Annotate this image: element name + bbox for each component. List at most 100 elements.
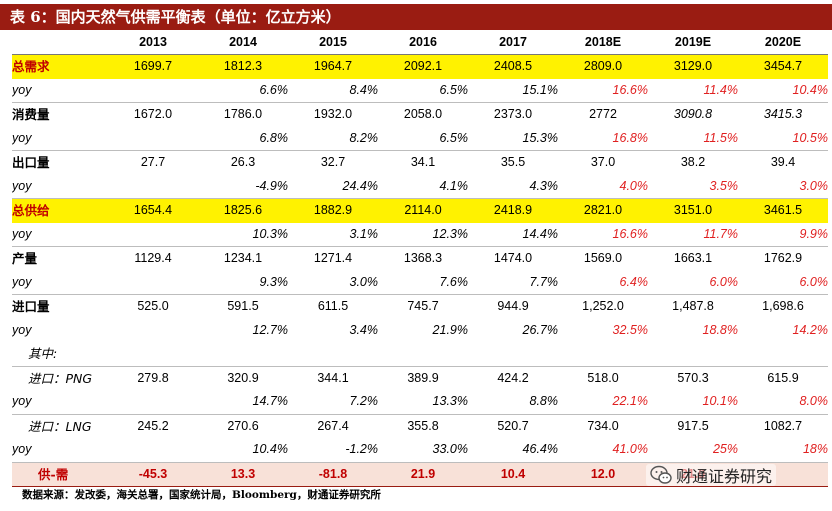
yoy-cell: 16.8% [612,130,648,145]
yoy-cell: 6.0% [709,274,739,289]
row-label: yoy [12,82,32,97]
table-row: 总需求 1699.7 1812.3 1964.7 2092.1 2408.5 2809.0 3… [12,54,828,79]
yoy-row: yoy 9.3% 3.0% 7.6% 7.7% 6.4% 6.0% 6.0% [12,271,828,295]
table-body: 总需求 1699.7 1812.3 1964.7 2092.1 2408.5 2809.0 3… [12,54,828,487]
value-cell: 1,698.6 [738,294,828,319]
value-cell: 1964.7 [288,54,378,79]
value-cell [378,342,468,366]
yoy-cell: 6.5% [439,130,469,145]
value-cell: 1082.7 [738,413,828,438]
value-cell: 1672.0 [108,102,198,127]
yoy-cell: 15.3% [522,130,558,145]
value-cell: 2821.0 [558,198,648,223]
yoy-cell: 33.0% [432,442,468,456]
value-cell: 3151.0 [648,198,738,223]
yoy-cell: 16.6% [612,226,648,241]
table-row: 进口：PNG 279.8 320.9 344.1 389.9 424.2 518.0 570.… [12,365,828,390]
yoy-cell [108,271,198,295]
yoy-cell: 18.8% [702,322,738,337]
yoy-cell: 8.4% [349,82,379,97]
value-cell: 525.0 [108,294,198,319]
value-cell: 2418.9 [468,198,558,223]
value-cell: 615.9 [738,365,828,390]
value-cell: 2772 [558,102,648,127]
row-label: 消费量 [12,102,108,127]
yoy-row: yoy -4.9% 24.4% 4.1% 4.3% 4.0% 3.5% 3.0% [12,175,828,199]
value-cell: 3129.0 [648,54,738,79]
yoy-cell: 14.7% [252,394,288,408]
yoy-cell: 10.1% [702,394,738,408]
row-label: yoy [12,178,32,193]
yoy-cell: 8.2% [349,130,379,145]
value-cell: 38.2 [648,150,738,175]
value-cell: 944.9 [468,294,558,319]
yoy-cell: 10.3% [252,226,288,241]
yoy-row: yoy 6.6% 8.4% 6.5% 15.1% 16.6% 11.4% 10.4% [12,79,828,103]
table-row: 消费量 1672.0 1786.0 1932.0 2058.0 2373.0 2772 309… [12,102,828,127]
value-cell: 591.5 [198,294,288,319]
yoy-cell: 4.1% [439,178,469,193]
value-cell: 1234.1 [198,246,288,271]
value-cell: 1,252.0 [558,294,648,319]
yoy-cell: 7.2% [349,394,379,408]
value-cell: 2114.0 [378,198,468,223]
row-label: yoy [12,130,32,145]
col-header: 2014 [198,31,288,55]
header-label-cell [12,31,108,55]
yoy-row: yoy 10.4% -1.2% 33.0% 46.4% 41.0% 25% 18% [12,438,828,462]
value-cell: 13.3 [198,461,288,487]
yoy-cell: 32.5% [612,322,648,337]
yoy-cell: 6.8% [259,130,289,145]
yoy-cell: 3.5% [709,178,739,193]
value-cell: 2373.0 [468,102,558,127]
yoy-row: yoy 14.7% 7.2% 13.3% 8.8% 22.1% 10.1% 8.0% [12,390,828,414]
value-cell: 1,487.8 [648,294,738,319]
table-row: 总供给 1654.4 1825.6 1882.9 2114.0 2418.9 2821.0 3… [12,198,828,223]
value-cell: 34.1 [378,150,468,175]
row-label: 出口量 [12,150,108,175]
yoy-cell: 14.4% [522,226,558,241]
value-cell: 355.8 [378,413,468,438]
value-cell: 10.4 [468,461,558,487]
yoy-cell: 46.4% [522,442,558,456]
table-row: 进口：LNG 245.2 270.6 267.4 355.8 520.7 734.0 917.… [12,413,828,438]
value-cell: 35.5 [468,150,558,175]
row-label: yoy [12,226,32,241]
value-cell: 3454.7 [738,54,828,79]
yoy-cell: 24.4% [342,178,378,193]
row-label: 总供给 [12,198,108,223]
value-cell: 1368.3 [378,246,468,271]
table-row: 其中: [12,342,828,366]
value-cell: 1786.0 [198,102,288,127]
supply-demand-table: 2013 2014 2015 2016 2017 2018E 2019E 202… [12,31,828,487]
value-cell: 1825.6 [198,198,288,223]
value-cell: 570.3 [648,365,738,390]
yoy-cell: 7.6% [439,274,469,289]
yoy-cell: 21.9% [432,322,468,337]
value-cell: 1129.4 [108,246,198,271]
yoy-cell: 15.1% [522,82,558,97]
value-cell: 2058.0 [378,102,468,127]
col-header: 2015 [288,31,378,55]
value-cell: 389.9 [378,365,468,390]
value-cell: 2408.5 [468,54,558,79]
col-header: 2019E [648,31,738,55]
yoy-cell: 7.7% [529,274,559,289]
row-label: 产量 [12,246,108,271]
value-cell [198,342,288,366]
yoy-cell: 8.8% [529,394,559,408]
value-cell [288,342,378,366]
value-cell: 2809.0 [558,54,648,79]
yoy-cell: 6.5% [439,82,469,97]
value-cell [468,342,558,366]
col-header: 2013 [108,31,198,55]
watermark-text: 财通证券研究 [676,467,773,486]
value-cell: 745.7 [378,294,468,319]
value-cell: 611.5 [288,294,378,319]
yoy-cell: -4.9% [255,178,288,193]
value-cell: 2092.1 [378,54,468,79]
value-cell: 3415.3 [738,102,828,127]
row-label: yoy [12,442,32,456]
value-cell: 1654.4 [108,198,198,223]
value-cell: 39.4 [738,150,828,175]
